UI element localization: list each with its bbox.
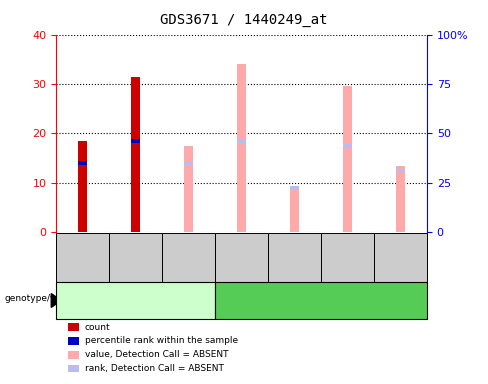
Text: GSM142369: GSM142369 xyxy=(131,231,140,284)
Bar xyxy=(78,161,87,165)
Text: rank, Detection Call = ABSENT: rank, Detection Call = ABSENT xyxy=(85,364,224,373)
Bar xyxy=(396,169,405,172)
Text: GSM142376: GSM142376 xyxy=(343,231,352,284)
Bar xyxy=(237,139,246,143)
Text: count: count xyxy=(85,323,111,332)
Bar xyxy=(131,76,141,232)
Bar xyxy=(237,64,246,232)
Polygon shape xyxy=(51,293,61,307)
Text: wildtype (apoE+/+) mother: wildtype (apoE+/+) mother xyxy=(78,296,193,305)
Bar xyxy=(396,166,405,232)
Text: percentile rank within the sample: percentile rank within the sample xyxy=(85,336,238,346)
Text: GSM142370: GSM142370 xyxy=(184,231,193,284)
Text: GSM142374: GSM142374 xyxy=(290,231,299,284)
Text: genotype/variation: genotype/variation xyxy=(5,294,91,303)
Bar xyxy=(131,139,141,143)
Text: GSM142372: GSM142372 xyxy=(237,231,246,284)
Bar xyxy=(343,144,352,148)
Text: apolipoprotein E-deficient
(apoE-/-) mother: apolipoprotein E-deficient (apoE-/-) mot… xyxy=(263,291,380,310)
Text: value, Detection Call = ABSENT: value, Detection Call = ABSENT xyxy=(85,350,228,359)
Bar xyxy=(290,186,299,190)
Bar xyxy=(343,86,352,232)
Text: GDS3671 / 1440249_at: GDS3671 / 1440249_at xyxy=(160,13,328,27)
Bar xyxy=(78,141,87,232)
Text: GSM142367: GSM142367 xyxy=(78,231,87,284)
Text: GSM142380: GSM142380 xyxy=(396,231,405,284)
Bar xyxy=(184,146,193,232)
Bar xyxy=(290,190,299,232)
Bar xyxy=(184,161,193,165)
